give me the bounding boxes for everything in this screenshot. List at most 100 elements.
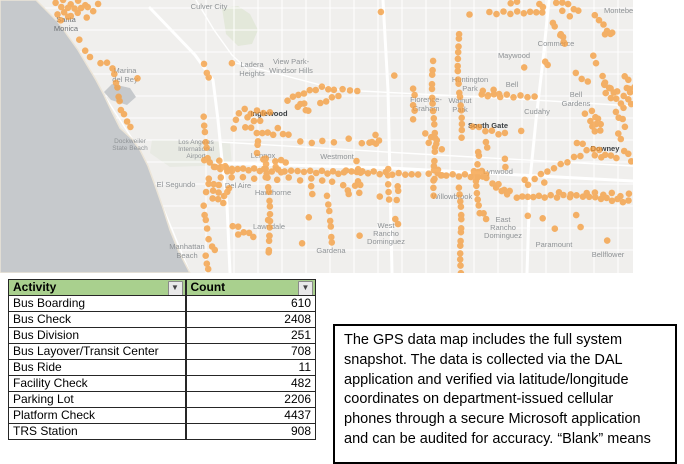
activity-cell[interactable]: Facility Check: [8, 375, 187, 392]
count-cell[interactable]: 708: [185, 343, 316, 360]
gps-dot: [488, 127, 496, 134]
gps-dot: [544, 61, 551, 69]
gps-dot: [284, 97, 291, 104]
gps-dot: [457, 269, 465, 273]
map-place-label: West: [378, 221, 396, 230]
activity-cell[interactable]: Bus Ride: [8, 359, 187, 376]
gps-dot: [595, 16, 603, 24]
count-cell[interactable]: 908: [185, 423, 316, 440]
gps-dot: [455, 43, 462, 50]
map-place-label: Ladera: [240, 60, 264, 69]
gps-dot: [205, 235, 212, 243]
gps-dot: [615, 130, 622, 137]
count-cell[interactable]: 11: [185, 359, 316, 376]
gps-dot: [411, 107, 418, 114]
map-place-label: Heights: [239, 69, 265, 78]
gps-dot: [591, 128, 599, 135]
gps-dot: [289, 93, 297, 100]
gps-dot: [458, 215, 465, 223]
gps-dot: [557, 160, 564, 168]
gps-dot: [234, 165, 241, 173]
gps-dot: [285, 174, 293, 181]
gps-dot: [202, 216, 210, 224]
column-header-activity[interactable]: Activity ▼: [8, 279, 187, 296]
gps-dot: [524, 193, 532, 201]
gps-dot: [52, 0, 59, 7]
gps-dot: [264, 216, 272, 224]
count-cell[interactable]: 251: [185, 327, 316, 344]
count-cell[interactable]: 2206: [185, 391, 316, 408]
count-cell[interactable]: 4437: [185, 407, 316, 424]
activity-cell[interactable]: TRS Station: [8, 423, 187, 440]
gps-dot: [607, 94, 615, 102]
gps-dot: [330, 139, 338, 146]
gps-dot: [266, 232, 273, 240]
map-place-label: Rancho: [490, 223, 516, 232]
gps-dot: [209, 187, 217, 194]
gps-dot: [617, 192, 624, 200]
gps-dot: [530, 193, 537, 201]
gps-dot: [408, 171, 416, 178]
gps-dot: [458, 134, 465, 141]
gps-dot: [84, 3, 91, 11]
gps-dot: [391, 72, 398, 79]
activity-cell[interactable]: Bus Layover/Transit Center: [8, 343, 187, 360]
gps-dot: [535, 192, 543, 200]
gps-dot: [553, 194, 561, 201]
gps-dot: [339, 85, 346, 93]
count-cell[interactable]: 482: [185, 375, 316, 392]
map-place-label: International: [178, 146, 214, 153]
column-header-count[interactable]: Count ▼: [185, 279, 316, 296]
table-row: TRS Station 908: [8, 423, 316, 440]
gps-dot: [214, 195, 222, 203]
gps-dot: [602, 89, 609, 97]
gps-dot: [486, 8, 493, 16]
gps-dot: [566, 12, 574, 20]
gps-dot: [250, 175, 258, 182]
activity-cell[interactable]: Bus Check: [8, 311, 187, 328]
gps-dot: [431, 157, 438, 165]
gps-dot: [519, 193, 526, 200]
gps-dot: [242, 124, 249, 131]
gps-dot: [524, 212, 532, 220]
count-cell[interactable]: 610: [185, 295, 316, 312]
gps-dot: [524, 181, 532, 189]
gps-dot: [456, 256, 464, 263]
gps-dot: [425, 139, 433, 147]
gps-dot: [454, 55, 462, 63]
activity-cell[interactable]: Platform Check: [8, 407, 187, 424]
gps-dot: [54, 11, 61, 18]
gps-dot: [312, 169, 320, 177]
gps-dot: [429, 107, 437, 115]
gps-dot: [625, 96, 632, 103]
gps-dot: [475, 202, 483, 209]
activity-cell[interactable]: Bus Boarding: [8, 295, 187, 312]
gps-dot: [318, 83, 326, 90]
gps-dot: [375, 137, 383, 144]
gps-dot: [305, 214, 313, 221]
count-cell[interactable]: 2408: [185, 311, 316, 328]
gps-dot: [328, 233, 335, 241]
activity-cell[interactable]: Bus Division: [8, 327, 187, 344]
map-place-label: Downey: [591, 144, 621, 153]
gps-dot: [318, 167, 326, 175]
filter-dropdown-icon[interactable]: ▼: [167, 281, 183, 295]
filter-dropdown-icon[interactable]: ▼: [298, 281, 313, 295]
gps-dot: [600, 191, 607, 199]
map-description-textbox[interactable]: The GPS data map includes the full syste…: [333, 324, 677, 464]
gps-dot: [370, 168, 378, 175]
gps-dot: [495, 131, 502, 138]
gps-dot: [376, 170, 384, 178]
activity-header-label: Activity: [13, 280, 57, 295]
gps-dot: [583, 146, 590, 154]
gps-dot: [356, 189, 363, 197]
map-place-label: Del Aire: [225, 181, 251, 190]
gps-dot: [394, 220, 402, 228]
gps-dot: [457, 203, 465, 210]
activity-cell[interactable]: Parking Lot: [8, 391, 187, 408]
gps-dot: [564, 0, 572, 8]
gps-dot: [597, 120, 604, 128]
gps-dot: [531, 93, 538, 100]
gps-dot: [273, 176, 281, 184]
